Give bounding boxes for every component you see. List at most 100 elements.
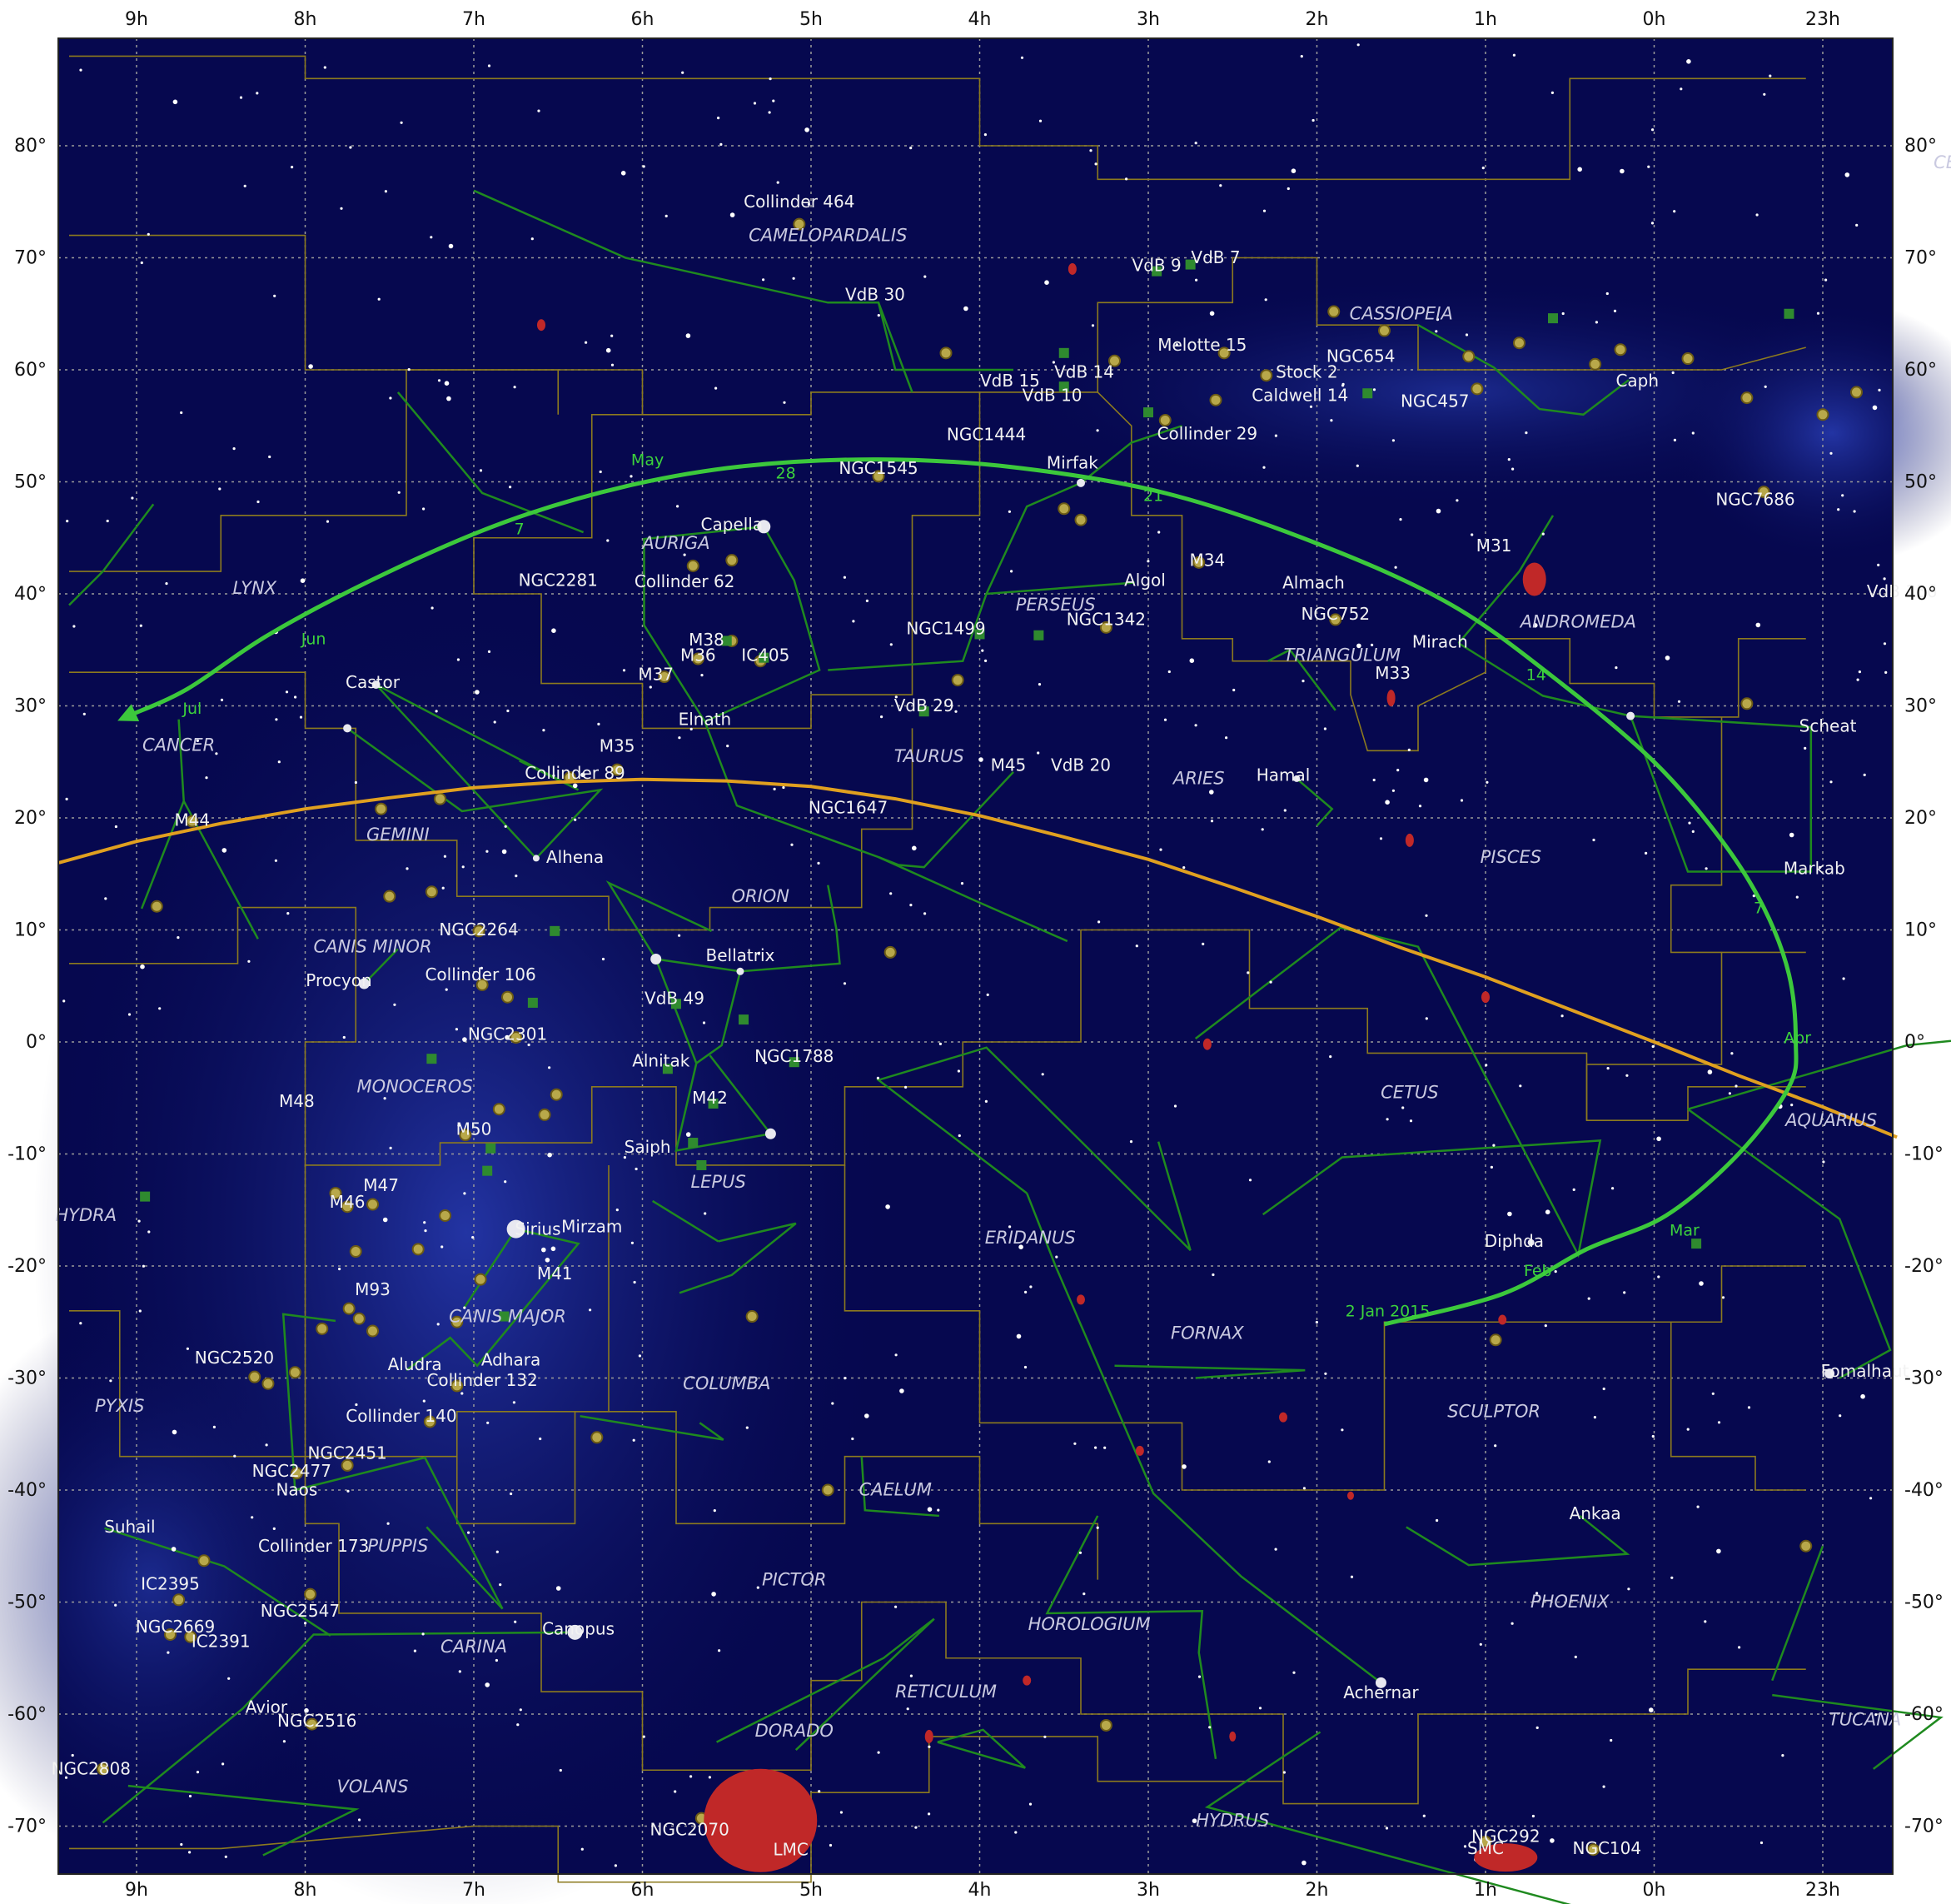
open-cluster-icon [1799,1539,1813,1553]
star-icon [422,507,426,511]
star-icon [79,68,82,72]
star-icon [726,745,729,748]
star-icon [689,727,693,731]
open-cluster-icon [1158,414,1172,427]
star-icon [1822,1160,1825,1164]
open-cluster-icon [304,1587,317,1601]
star-icon [689,1775,693,1778]
star-icon [776,181,779,184]
star-icon [1356,643,1361,649]
star-icon [1010,570,1013,573]
object-label: Procyon [306,970,371,990]
constellation-boundary [69,55,1806,181]
nebula-icon [426,1054,437,1064]
star-icon [807,202,811,206]
star-icon [1763,92,1766,96]
star-icon [440,1245,444,1249]
constellation-figure [375,683,580,791]
nebula-icon [1058,347,1069,358]
star-icon [580,772,585,778]
star-icon [674,1790,677,1793]
object-label: Capella [701,514,764,534]
open-cluster-icon [1099,1718,1112,1732]
bright-star-icon [1077,478,1085,487]
star-icon [413,1649,416,1652]
star-icon [1386,1118,1389,1121]
constellation-name: COLUMBA [683,1373,770,1393]
star-icon [436,1323,440,1326]
nebula-icon [974,629,985,640]
star-icon [1147,560,1150,563]
star-icon [638,1354,642,1358]
ra-axis-label-bottom: 0h [1643,1880,1666,1901]
star-icon [1481,167,1485,170]
galaxy-icon [1202,1038,1212,1050]
star-icon [605,347,611,353]
star-icon [1024,1290,1028,1293]
comet-date-label: 28 [776,464,796,482]
star-icon [247,959,251,963]
star-icon [1315,1320,1318,1324]
star-icon [909,904,913,907]
star-icon [1091,324,1095,327]
object-label: Alhena [546,847,604,867]
star-icon [64,1776,68,1779]
star-icon [676,505,679,508]
star-icon [1781,1754,1784,1757]
star-icon [1182,866,1186,870]
open-cluster-icon [316,1322,329,1335]
open-cluster-icon [341,1458,354,1472]
object-label: NGC654 [1326,346,1396,366]
galaxy-icon [1405,833,1414,847]
star-icon [431,606,434,610]
constellation-figure [127,1784,360,1857]
object-label: NGC1342 [1067,610,1146,630]
star-icon [463,1306,466,1309]
star-icon [678,934,681,937]
star-icon [700,674,704,677]
star-icon [1043,1735,1047,1738]
ra-axis-label-bottom: 1h [1474,1880,1497,1901]
dec-axis-label-left: -60° [7,1704,47,1725]
bright-star-icon [1293,775,1301,782]
star-icon [82,712,86,715]
object-label: Almach [1282,572,1345,592]
galaxy-icon [1279,1412,1287,1423]
star-icon [1267,1460,1271,1463]
star-icon [1202,942,1205,945]
star-icon [1795,895,1799,899]
star-icon [1711,1392,1715,1395]
star-icon [215,752,218,755]
star-icon [610,334,614,337]
star-icon [1436,1518,1439,1523]
constellation-figure [396,391,585,534]
star-icon [702,1021,706,1024]
star-icon [555,1586,561,1591]
object-label: Hamal [1257,765,1311,785]
star-icon [1014,1831,1018,1834]
star-icon [1356,43,1360,47]
star-icon [708,1776,712,1779]
object-label: VdB 15 [980,371,1040,391]
star-icon [1391,439,1395,442]
dec-axis-label-left: -10° [7,1144,47,1165]
star-icon [1391,789,1395,792]
star-icon [1494,1444,1497,1448]
constellation-name: AQUARIUS [1784,1110,1877,1130]
star-icon [1611,1187,1615,1190]
star-icon [106,519,109,523]
smc-galaxy-icon [1474,1843,1538,1872]
object-label: Adhara [481,1350,540,1370]
constellation-figure [605,880,713,960]
star-icon [753,102,757,105]
star-icon [358,1818,361,1822]
star-icon [530,237,534,241]
star-icon [299,715,303,719]
star-icon [1535,1592,1539,1595]
constellation-figure [1267,648,1336,711]
object-label: VdB 49 [645,988,704,1008]
constellation-boundary [69,671,913,931]
star-icon [1853,510,1856,513]
star-icon [865,599,868,603]
star-icon [894,695,898,699]
